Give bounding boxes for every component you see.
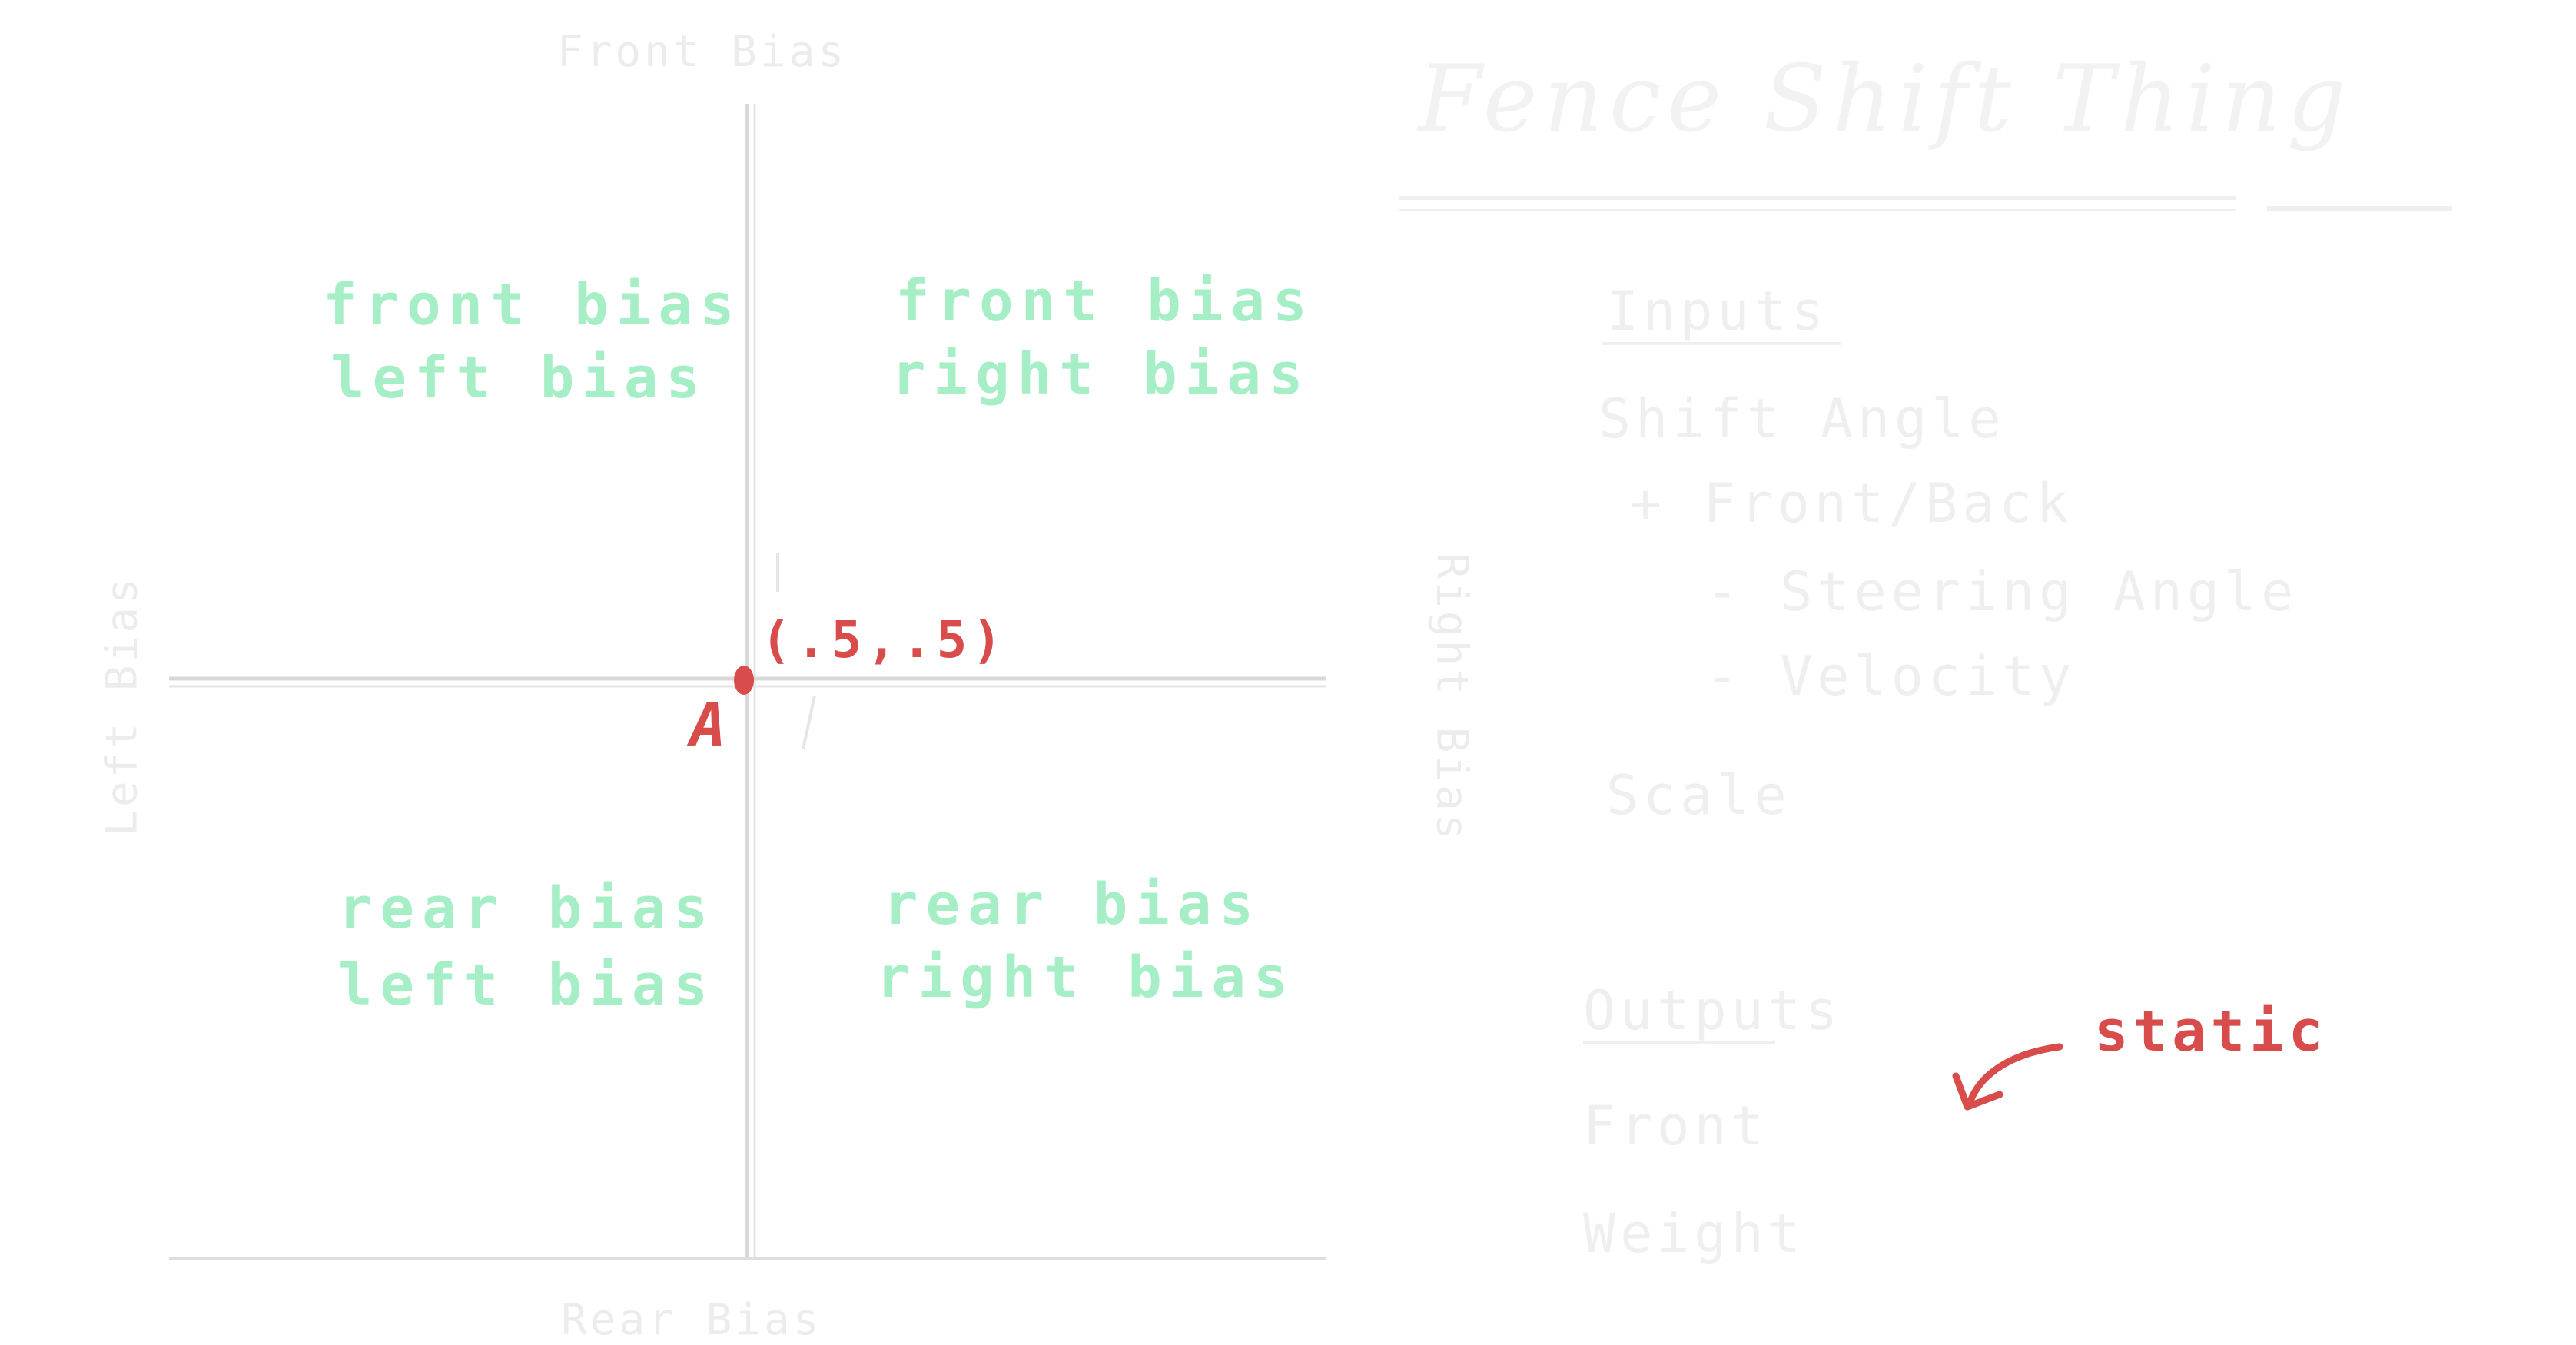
notes-front: Front [1583, 1094, 1768, 1157]
notes-outputs-heading: Outputs [1583, 979, 1843, 1042]
left-axis-label: Left Bias [97, 575, 148, 836]
bottom-axis-label: Rear Bias [561, 1295, 822, 1345]
quadrant-bottom-right-line-2: right bias [876, 945, 1296, 1011]
title-underline-tail [2267, 206, 2452, 211]
center-point-coords: (.5,.5) [761, 610, 1007, 669]
notes-scale: Scale [1606, 764, 1791, 827]
inputs-underline [1602, 342, 1841, 345]
notes-front-back: + Front/Back [1629, 472, 2073, 535]
quadrant-top-left-line-1: front bias [323, 272, 742, 338]
notes-shift-angle: Shift Angle [1598, 387, 2006, 450]
quadrant-bottom-right-line-1: rear bias [884, 872, 1261, 938]
annotation-arrow [1967, 1043, 2063, 1103]
title-underline-2 [1399, 209, 2236, 211]
center-point-dot [734, 666, 754, 695]
annotation-arrowhead [1952, 1072, 2003, 1111]
notes-weight: Weight [1583, 1202, 1805, 1265]
quadrant-top-right-line-2: right bias [891, 341, 1311, 407]
title-underline [1399, 196, 2236, 200]
notes-inputs-heading: Inputs [1606, 280, 1828, 343]
static-annotation: static [2094, 998, 2328, 1064]
notes-velocity: - Velocity [1706, 645, 2076, 708]
right-axis-label: Right Bias [1426, 553, 1477, 843]
quadrant-bottom-left-line-1: rear bias [338, 875, 715, 942]
faint-mark [802, 695, 816, 750]
quadrant-top-right-line-1: front bias [895, 268, 1315, 334]
outputs-underline [1583, 1041, 1775, 1044]
center-point-label: A [690, 691, 726, 760]
notes-steering-angle: - Steering Angle [1706, 560, 2299, 623]
quadrant-top-left-line-2: left bias [330, 345, 708, 411]
quadrant-bottom-left-line-2: left bias [338, 952, 715, 1018]
page-title: Fence Shift Thing [1418, 46, 2352, 153]
top-axis-label: Front Bias [557, 27, 848, 77]
